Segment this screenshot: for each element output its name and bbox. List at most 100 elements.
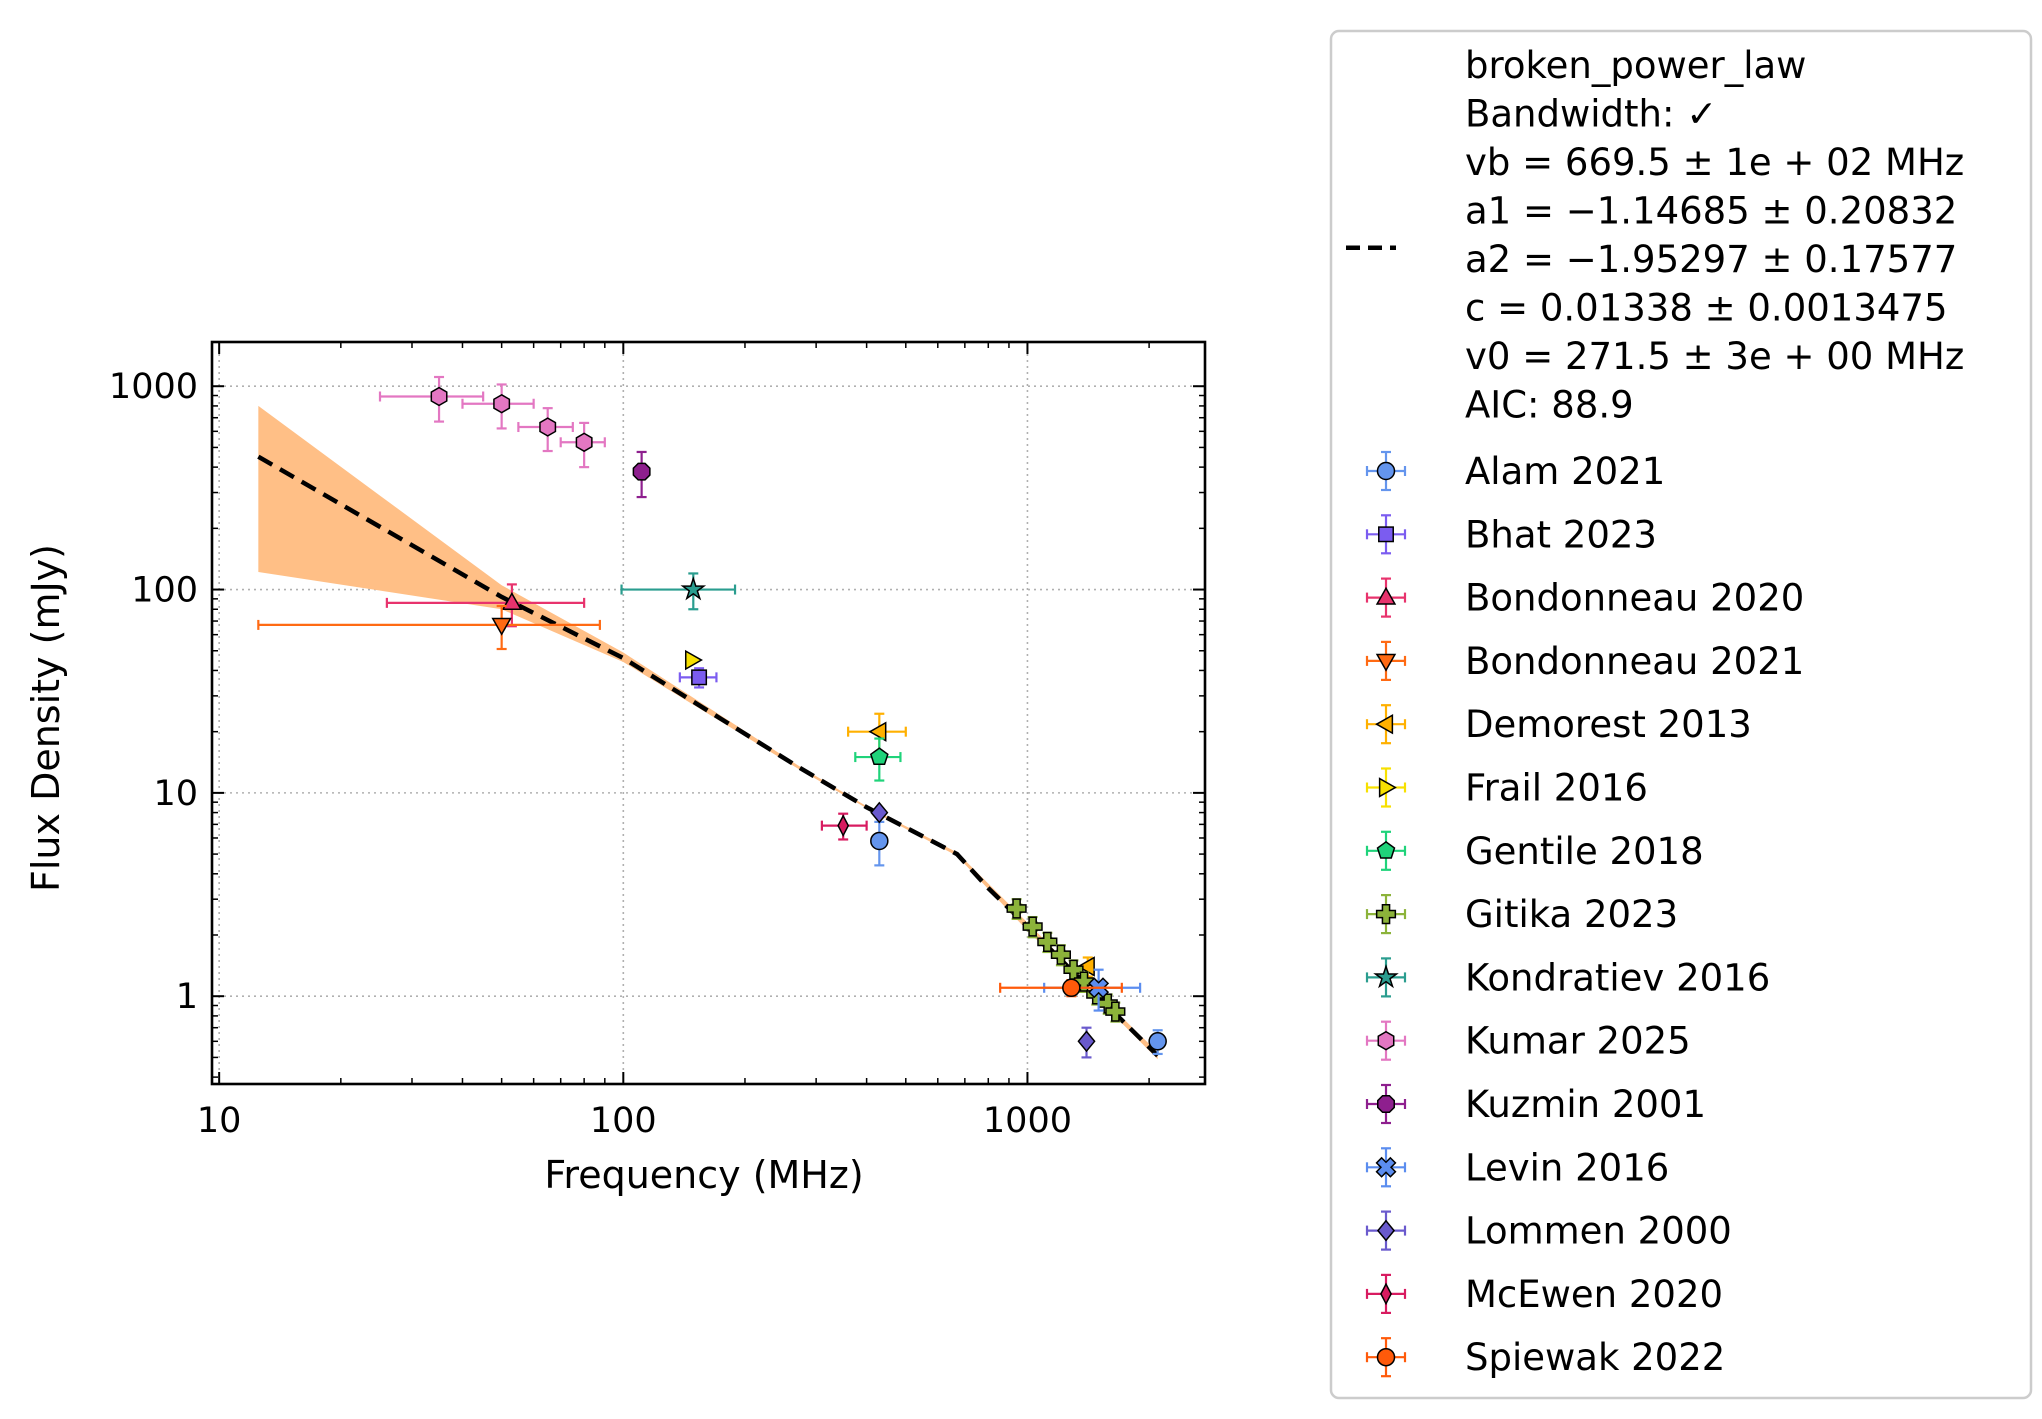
x-axis-label: Frequency (MHz) <box>544 1153 863 1197</box>
legend-entry-demorest-2013: Demorest 2013 <box>1365 703 1752 746</box>
legend-entry-bhat-2023: Bhat 2023 <box>1365 513 1657 556</box>
legend-marker-shape <box>1375 1156 1397 1178</box>
legend-fit-text: c = 0.01338 ± 0.0013475 <box>1465 287 1947 330</box>
legend-entry-levin-2016: Levin 2016 <box>1365 1146 1669 1189</box>
legend-marker <box>1377 1095 1395 1113</box>
legend-label: Kumar 2025 <box>1465 1020 1691 1063</box>
legend-fit-text: v0 = 271.5 ± 3e + 00 MHz <box>1465 335 1964 378</box>
point-marker <box>632 462 651 481</box>
y-tick-label: 10 <box>153 774 198 814</box>
legend-box <box>1329 29 2033 1400</box>
legend-entry-fit: broken_power_law Bandwidth: ✓ vb = 669.5 ±… <box>1346 44 1964 427</box>
legend-entry-gentile-2018: Gentile 2018 <box>1365 830 1704 873</box>
data-point-alam-2021 <box>1148 1029 1167 1056</box>
axes-group: 10 100 1000 1 10 100 1000 <box>109 340 1207 1141</box>
legend-label: Gitika 2023 <box>1465 893 1678 936</box>
legend-entry-kondratiev-2016: Kondratiev 2016 <box>1365 956 1770 999</box>
legend-entry-mcewen-2020: McEwen 2020 <box>1365 1273 1723 1316</box>
data-point-gentile-2018 <box>854 737 902 782</box>
data-point-kumar-2025 <box>559 421 606 469</box>
x-tick-label: 1000 <box>983 1101 1072 1141</box>
legend: broken_power_law Bandwidth: ✓ vb = 669.5 ±… <box>1329 29 2033 1400</box>
point-marker <box>575 432 593 453</box>
legend-marker <box>1376 1219 1396 1242</box>
point-marker <box>1076 956 1095 977</box>
data-point-kondratiev-2016 <box>620 572 737 611</box>
point-marker <box>870 801 889 824</box>
data-point-gitika-2023 <box>1022 915 1043 939</box>
legend-label: Alam 2021 <box>1465 450 1665 493</box>
fit-uncertainty-band <box>258 405 1158 1060</box>
point-marker <box>1077 1030 1096 1053</box>
legend-marker <box>1378 526 1394 543</box>
legend-entry-kumar-2025: Kumar 2025 <box>1365 1020 1691 1063</box>
data-point-gitika-2023 <box>1063 959 1084 982</box>
data-point-kuzmin-2001 <box>632 450 651 499</box>
legend-marker <box>1377 1030 1395 1051</box>
point-marker <box>684 649 703 671</box>
legend-entry-bondonneau-2021: Bondonneau 2021 <box>1365 640 1804 683</box>
x-tick-label: 100 <box>590 1101 657 1141</box>
grid-lines <box>212 342 1205 1084</box>
point-marker <box>837 814 850 838</box>
legend-marker <box>1376 461 1396 481</box>
legend-label: Demorest 2013 <box>1465 703 1752 746</box>
data-point-lommen-2000 <box>870 801 889 824</box>
point-marker <box>430 386 448 407</box>
point-marker <box>1050 944 1072 965</box>
legend-label: Lommen 2000 <box>1465 1210 1732 1253</box>
fit-uncertainty-band-group <box>258 405 1158 1060</box>
legend-entry-kuzmin-2001: Kuzmin 2001 <box>1365 1083 1706 1126</box>
legend-label: Gentile 2018 <box>1465 830 1704 873</box>
legend-label: Spiewak 2022 <box>1465 1336 1725 1379</box>
point-marker <box>1105 1001 1126 1022</box>
legend-marker <box>1378 777 1397 798</box>
legend-marker <box>1375 1156 1397 1178</box>
data-point-frail-2016 <box>684 649 703 671</box>
point-marker <box>870 831 889 851</box>
data-point-bhat-2023 <box>678 667 718 689</box>
data-point-mcewen-2020 <box>820 812 868 841</box>
legend-marker <box>1373 963 1399 989</box>
point-marker <box>1022 916 1043 937</box>
legend-label: Bondonneau 2021 <box>1465 640 1804 683</box>
legend-entry-alam-2021: Alam 2021 <box>1365 450 1665 493</box>
point-marker <box>691 669 708 686</box>
legend-marker <box>1375 713 1394 735</box>
legend-fit-text: AIC: 88.9 <box>1465 384 1634 427</box>
data-point-lommen-2000 <box>1077 1026 1096 1059</box>
point-marker <box>491 617 512 636</box>
legend-label: Bhat 2023 <box>1465 513 1657 556</box>
legend-marker <box>1380 1282 1392 1306</box>
point-marker <box>868 721 887 742</box>
point-marker <box>1062 978 1081 998</box>
data-point-gitika-2023 <box>1050 944 1072 967</box>
data-point-kumar-2025 <box>378 375 485 423</box>
data-point-kumar-2025 <box>517 407 574 453</box>
point-marker <box>1037 931 1058 952</box>
data-points-group <box>257 375 1167 1059</box>
point-marker <box>539 417 557 437</box>
data-point-gitika-2023 <box>1105 1001 1126 1023</box>
legend-fit-text: broken_power_law <box>1465 44 1806 87</box>
plot-frame <box>210 340 1207 1086</box>
data-point-alam-2021 <box>870 820 889 867</box>
data-point-spiewak-2022 <box>999 978 1123 998</box>
y-axis-label: Flux Density (mJy) <box>24 544 68 892</box>
point-marker <box>501 591 523 610</box>
y-tick-label: 1 <box>176 977 198 1017</box>
legend-marker <box>1375 653 1397 672</box>
legend-entry-spiewak-2022: Spiewak 2022 <box>1365 1336 1725 1379</box>
legend-marker <box>1376 840 1396 859</box>
point-marker <box>1148 1032 1167 1051</box>
y-tick-label: 1000 <box>109 367 198 407</box>
data-point-bondonneau-2021 <box>257 604 601 651</box>
point-marker <box>680 576 707 601</box>
legend-fit-text: a1 = −1.14685 ± 0.20832 <box>1465 190 1957 233</box>
legend-fit-text: Bandwidth: ✓ <box>1465 93 1717 136</box>
legend-entry-bondonneau-2020: Bondonneau 2020 <box>1365 577 1804 620</box>
data-point-gitika-2023 <box>1006 898 1027 920</box>
x-tick-label: 10 <box>197 1101 242 1141</box>
legend-entry-lommen-2000: Lommen 2000 <box>1365 1210 1732 1253</box>
